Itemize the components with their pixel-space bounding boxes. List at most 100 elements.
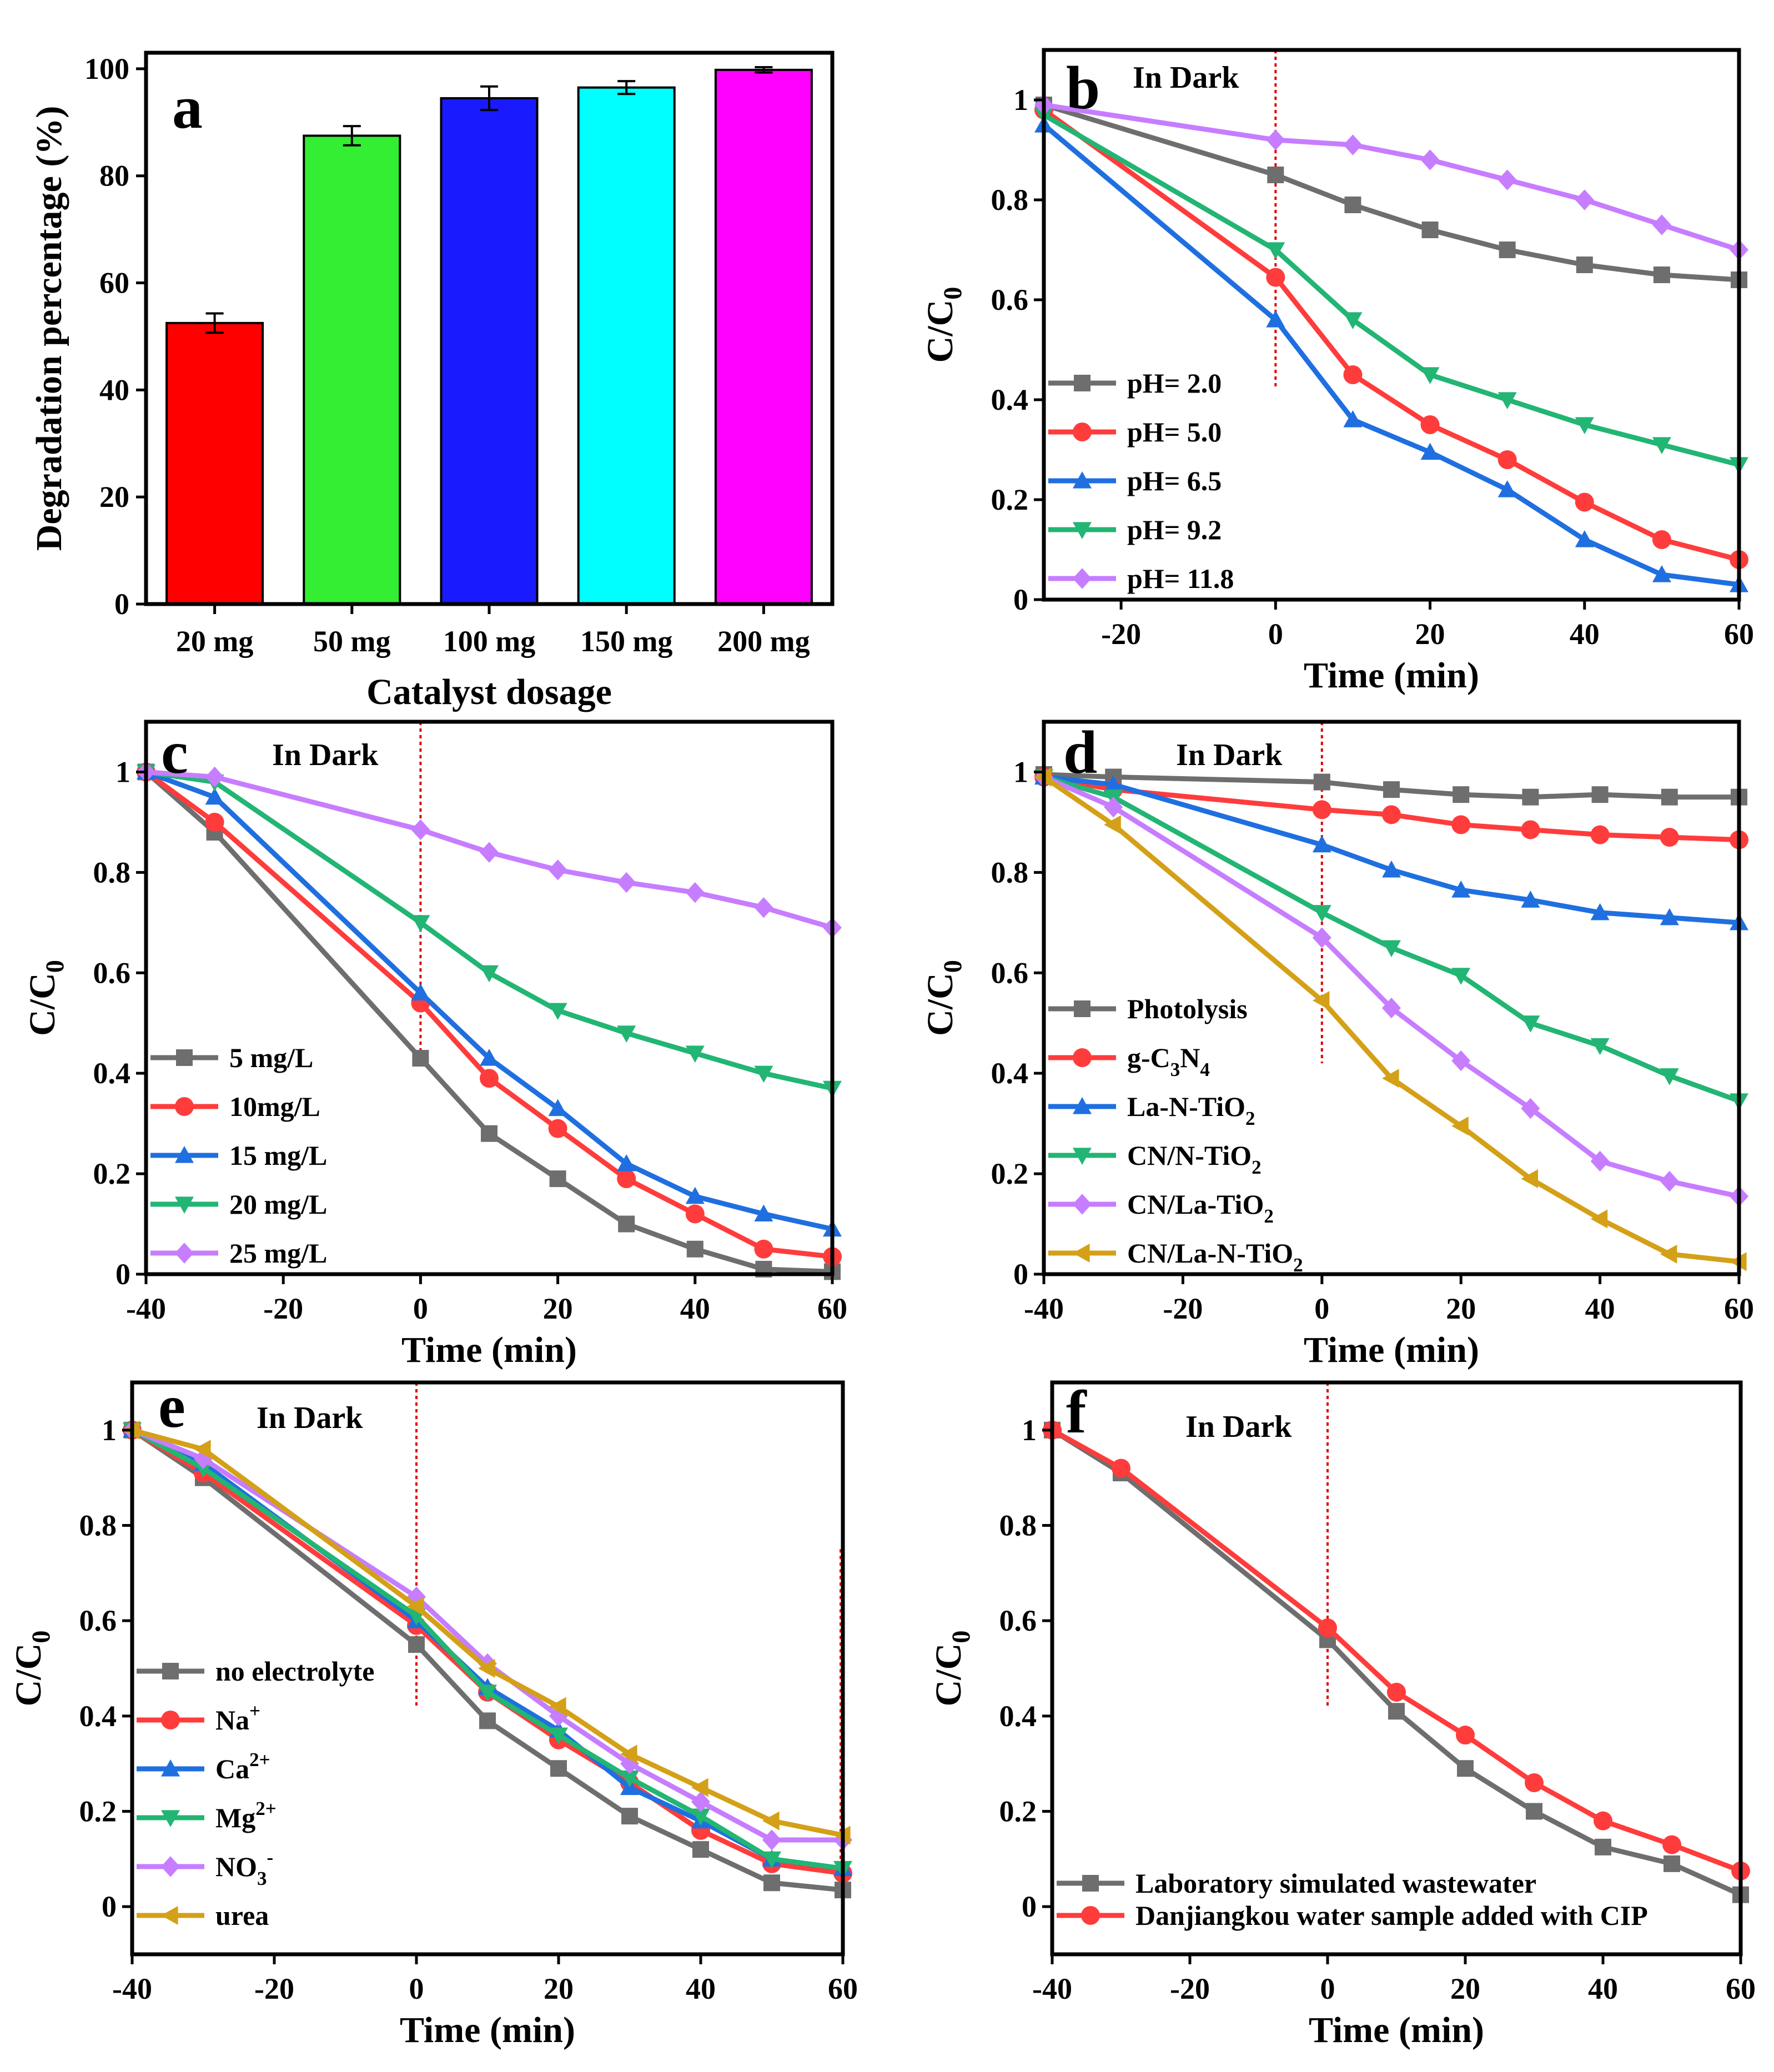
legend-entry: 5 mg/L <box>150 1042 313 1073</box>
series-3 <box>1034 107 1748 474</box>
data-point <box>480 1049 499 1066</box>
data-point <box>754 1065 773 1083</box>
in-dark-label: In Dark <box>1185 1410 1292 1444</box>
data-point <box>685 882 705 903</box>
data-point <box>1420 442 1440 460</box>
data-point <box>1660 1068 1679 1085</box>
legend-marker <box>1073 1148 1092 1165</box>
y-tick-label: 0.6 <box>991 283 1029 316</box>
data-point <box>620 1770 639 1788</box>
data-point <box>1312 835 1331 853</box>
data-point <box>1590 1038 1610 1055</box>
data-point <box>1590 1209 1608 1229</box>
y-tick-label: 0 <box>1013 583 1028 616</box>
in-dark-label: In Dark <box>257 1401 363 1435</box>
x-tick-label: 60 <box>817 1292 847 1325</box>
legend-entry: NO3- <box>137 1847 273 1889</box>
data-point <box>1266 268 1285 287</box>
legend-label: Mg2+ <box>215 1798 277 1833</box>
legend-marker <box>161 1856 180 1877</box>
panel-letter: a <box>172 73 203 141</box>
data-point <box>478 1659 495 1678</box>
legend-entry: no electrolyte <box>137 1656 374 1687</box>
data-point <box>1575 530 1594 547</box>
data-point <box>1497 480 1517 497</box>
data-point <box>1388 1703 1405 1720</box>
x-tick-label: 20 <box>544 1972 574 2005</box>
series-4 <box>137 761 842 938</box>
x-axis-title: Time (min) <box>1304 1330 1479 1370</box>
legend-marker <box>161 1906 178 1925</box>
legend-marker <box>1073 471 1092 489</box>
x-tick-label: 40 <box>680 1292 710 1325</box>
legend-label: Laboratory simulated wastewater <box>1135 1868 1536 1899</box>
y-tick-label: 1 <box>115 755 130 788</box>
data-point <box>1594 1811 1612 1830</box>
legend-entry: pH= 11.8 <box>1048 563 1234 594</box>
legend-marker <box>1073 568 1092 589</box>
x-tick-label: 0 <box>413 1292 428 1325</box>
x-tick-label: 0 <box>1320 1972 1335 2005</box>
data-point <box>1382 1069 1399 1088</box>
legend-entry: g-C3N4 <box>1048 1042 1210 1080</box>
legend-marker <box>1081 1906 1100 1925</box>
data-point <box>1312 800 1331 819</box>
legend-label: Danjiangkou water sample added with CIP <box>1135 1900 1648 1931</box>
data-point <box>1575 492 1594 512</box>
y-tick-label: 0 <box>102 1890 117 1923</box>
x-tick-label: 20 <box>543 1292 573 1325</box>
series-1 <box>1034 100 1748 569</box>
panel-letter: e <box>158 1372 185 1440</box>
data-point <box>550 1760 567 1777</box>
x-tick-label: 200 mg <box>717 625 810 658</box>
series-0 <box>1044 1421 1749 1903</box>
y-tick-label: 0.8 <box>79 1509 117 1542</box>
data-point <box>1521 1015 1540 1033</box>
x-tick-label: 0 <box>409 1972 424 2005</box>
data-point <box>1420 149 1440 170</box>
x-tick-label: -40 <box>126 1292 166 1325</box>
y-tick-label: 0.2 <box>999 1795 1037 1828</box>
y-tick-label: 0.4 <box>79 1699 117 1733</box>
y-tick-label: 0 <box>1013 1258 1028 1291</box>
plot-frame <box>144 51 835 606</box>
panel-f: -40 -20 0 20 40 60 0 0.2 0.4 0.6 0.8 1 Time (min) C/C… <box>928 1378 1756 2050</box>
data-point <box>1590 825 1610 844</box>
y-tick-label: 0.8 <box>93 856 131 889</box>
x-tick-label: 50 mg <box>313 625 390 658</box>
panel-c: -40 -20 0 20 40 60 0 0.2 0.4 0.6 0.8 1 Time (min) C/C… <box>22 718 847 1370</box>
data-point <box>549 1170 566 1188</box>
data-point <box>617 1169 636 1189</box>
x-tick-label: 60 <box>1726 1972 1756 2005</box>
legend-label: CN/La-TiO2 <box>1127 1189 1274 1227</box>
legend-label: pH= 9.2 <box>1127 514 1222 545</box>
x-tick-label: 20 <box>1450 1972 1480 2005</box>
y-tick-label: 0.2 <box>991 1157 1029 1190</box>
legend-marker <box>161 1759 180 1777</box>
series-line <box>1042 108 1740 562</box>
legend-label: 20 mg/L <box>229 1189 327 1220</box>
legend-marker <box>175 1196 194 1214</box>
data-point <box>762 1851 781 1869</box>
legend-entry: Mg2+ <box>137 1798 277 1833</box>
legend-label: La-N-TiO2 <box>1127 1091 1255 1129</box>
series-line <box>1043 775 1740 1199</box>
y-tick-label: 40 <box>99 373 129 406</box>
x-tick-label: 20 <box>1446 1292 1476 1325</box>
data-point <box>1266 242 1285 259</box>
legend-entry: pH= 9.2 <box>1048 514 1222 545</box>
y-tick-label: 0.4 <box>991 383 1029 416</box>
data-point <box>685 1204 705 1224</box>
legend-entry: pH= 5.0 <box>1048 416 1222 447</box>
data-point <box>1387 1682 1406 1702</box>
legend-marker <box>161 1810 180 1827</box>
data-point <box>205 787 224 805</box>
data-point <box>621 1808 638 1825</box>
y-tick-label: 0.6 <box>991 956 1029 989</box>
data-point <box>691 1791 710 1813</box>
series-4 <box>1034 94 1748 260</box>
data-point <box>1590 1150 1610 1172</box>
data-point <box>1521 1169 1538 1189</box>
series-line <box>1051 1427 1742 1873</box>
data-point <box>1652 437 1671 454</box>
